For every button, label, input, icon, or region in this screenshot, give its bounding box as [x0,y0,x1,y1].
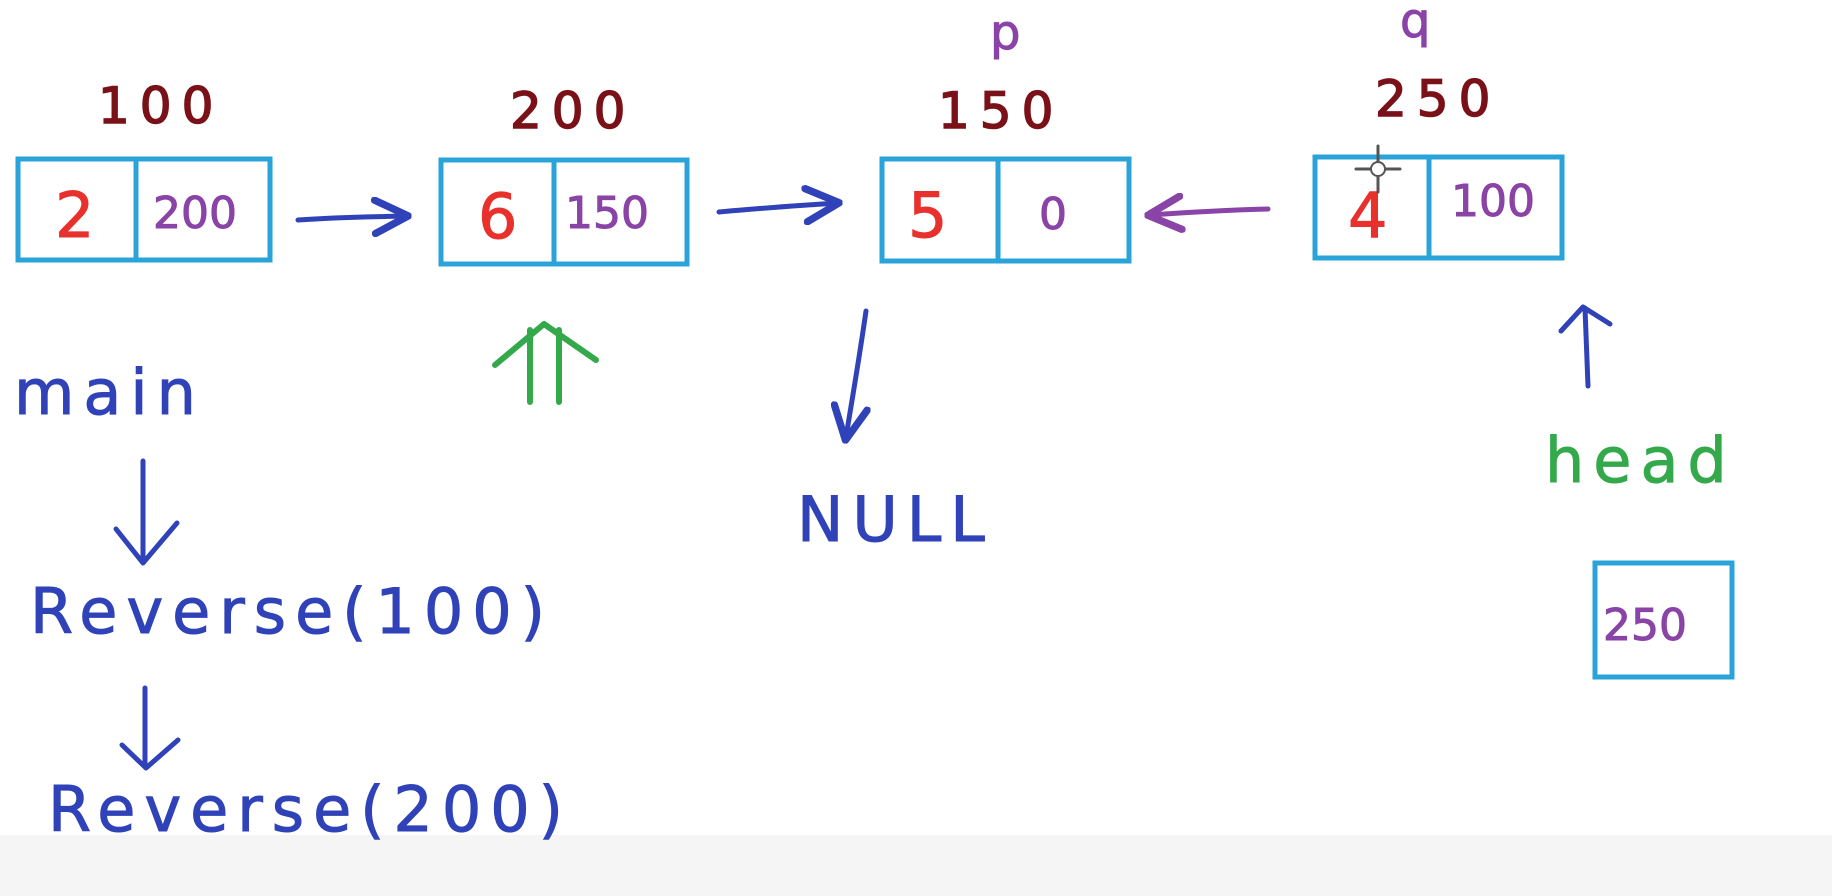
node-100-next: 200 [153,188,237,239]
head-value: 250 [1603,600,1687,651]
node-200-address: 200 [510,82,635,140]
head-up-arrow [1558,304,1613,389]
node-100-address: 100 [98,77,223,135]
cursor-center-icon [1370,161,1386,177]
arrow-200-to-150 [716,203,836,212]
node-100-box [15,156,273,263]
node-250-next: 100 [1451,176,1535,227]
pointer-label-q: q [1400,0,1430,49]
node-100-data: 2 [55,179,94,252]
call-stack-reverse-100: Reverse(100) [30,575,554,648]
node-250-data: 4 [1348,179,1387,252]
reverse-100-to-reverse-200-arrow [119,685,181,771]
call-stack-main: main [14,356,205,429]
main-to-reverse-100-arrow [113,458,180,566]
green-double-up-arrow [492,321,599,405]
call-stack-reverse-200: Reverse(200) [48,773,572,846]
node-150-data: 5 [908,179,947,252]
arrow-150-to-null [846,308,866,437]
node-150-next: 0 [1039,189,1067,240]
node-200-box [438,157,690,267]
node-150-address: 150 [938,82,1063,140]
node-200-next: 150 [565,188,649,239]
head-label: head [1545,424,1736,497]
node-250-box [1312,154,1565,261]
head-value-box [1592,560,1735,680]
arrow-100-to-200 [295,216,405,220]
pointer-label-p: p [990,5,1020,61]
node-200-data: 6 [478,180,517,253]
node-150-box [879,156,1132,264]
null-label: NULL [797,483,994,556]
node-250-address: 250 [1375,70,1500,128]
arrow-250-to-150 [1151,209,1271,215]
